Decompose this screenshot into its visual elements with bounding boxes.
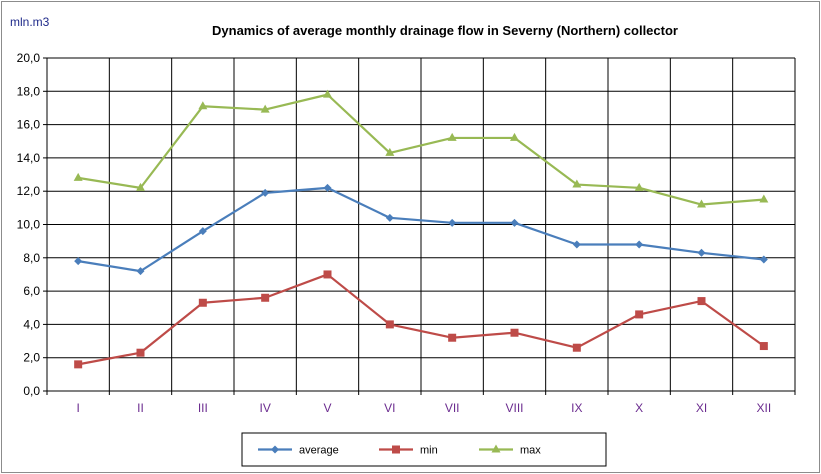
series-line-min [77,273,765,366]
x-tick-label: XI [696,401,707,415]
data-point-max [385,147,395,156]
data-point-max [260,104,270,113]
axes: 0,0 2,0 4,0 6,0 8,0 10,0 12,0 14,0 16,0 18,0 20,0 I… [17,51,796,415]
data-point-min [385,320,394,329]
data-point-max [634,182,644,191]
legend-marker-min [392,445,400,454]
data-point-max [73,172,83,181]
x-tick-label: III [198,401,208,415]
data-point-min [572,343,581,352]
x-tick-label: V [323,401,331,415]
data-point-average [261,188,270,197]
data-point-min [136,348,145,357]
data-point-average [323,183,332,192]
series-min [74,270,768,369]
data-point-max [136,182,145,191]
y-tick-label: 4,0 [23,317,40,331]
data-point-max [447,132,457,141]
series-max [73,89,769,208]
data-point-average [759,255,768,264]
legend-marker-max [491,444,501,453]
data-point-min [635,310,644,319]
x-tick-label: X [635,401,643,415]
series-lines [73,89,769,369]
x-tick-label: II [137,401,144,415]
data-point-max [572,179,582,188]
x-tick-label: I [76,401,79,415]
x-tick-label: VII [445,401,460,415]
y-tick-label: 20,0 [17,51,41,65]
y-tick-label: 8,0 [23,251,40,265]
y-tick-label: 2,0 [23,351,40,365]
y-tick-label: 12,0 [17,184,41,198]
data-point-min [323,270,332,279]
y-axis-unit-label: mln.m3 [10,15,50,29]
series-line-max [77,93,764,206]
chart-title: Dynamics of average monthly drainage flo… [212,23,678,38]
x-tick-label: VI [384,401,395,415]
legend-label-max: max [520,445,541,457]
series-average [74,183,768,276]
x-tick-label: XII [756,401,771,415]
data-point-min [697,297,706,306]
legend: average min max [241,432,607,467]
data-point-max [697,199,706,208]
data-point-average [198,227,207,236]
data-point-min [448,333,457,342]
x-tick-label: IV [259,401,270,415]
y-tick-label: 6,0 [23,284,40,298]
data-point-average [572,240,581,249]
data-point-min [759,342,768,351]
series-line-average [77,186,764,273]
data-point-average [74,257,83,266]
y-tick-label: 14,0 [17,151,41,165]
legend-label-average: average [299,445,339,457]
gridlines [47,57,796,391]
x-tick-label: VIII [505,401,523,415]
data-point-max [198,101,208,110]
data-point-max [323,89,332,98]
y-tick-label: 0,0 [23,384,40,398]
x-tick-label: IX [571,401,582,415]
legend-marker-average [271,445,279,454]
y-tick-label: 18,0 [17,84,41,98]
y-tick-label: 10,0 [17,218,41,232]
data-point-average [510,218,519,227]
data-point-average [635,240,644,249]
data-point-average [697,248,706,257]
data-point-average [136,267,145,276]
data-point-average [385,213,394,222]
data-point-max [510,132,519,141]
data-point-average [448,218,457,227]
data-point-min [198,298,207,307]
data-point-min [74,360,83,369]
data-point-min [510,328,519,337]
legend-box [241,432,607,467]
data-point-max [759,194,769,203]
legend-label-min: min [420,445,438,457]
y-tick-label: 16,0 [17,118,41,132]
data-point-min [261,293,270,302]
